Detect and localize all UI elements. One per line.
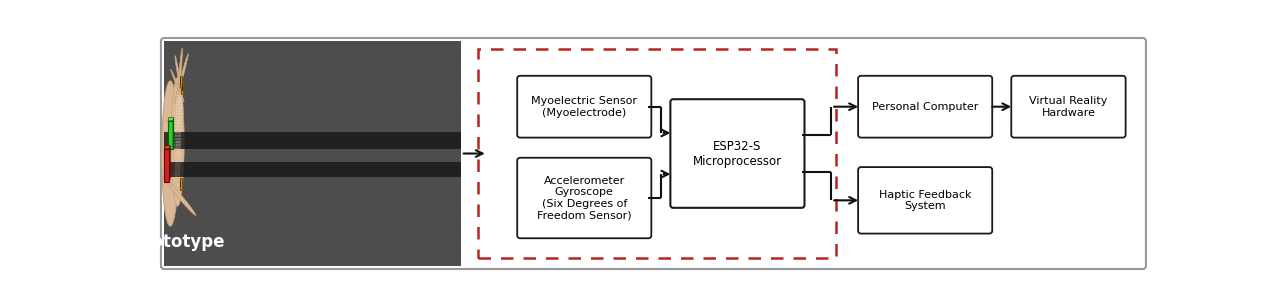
Text: Personal Computer: Personal Computer	[872, 102, 978, 112]
FancyBboxPatch shape	[858, 76, 992, 138]
Ellipse shape	[171, 69, 184, 102]
Text: Prototype: Prototype	[131, 233, 224, 251]
Ellipse shape	[179, 48, 182, 95]
Text: Haptic Feedback
System: Haptic Feedback System	[878, 189, 972, 211]
Bar	[164, 41, 460, 266]
Bar	[478, 49, 836, 258]
Polygon shape	[168, 118, 173, 121]
FancyBboxPatch shape	[671, 99, 805, 208]
Polygon shape	[164, 146, 171, 149]
Bar	[181, 81, 184, 94]
Text: ESP32-S
Microprocessor: ESP32-S Microprocessor	[692, 140, 782, 168]
Bar	[164, 133, 460, 149]
FancyBboxPatch shape	[1011, 76, 1126, 138]
Bar	[168, 121, 173, 149]
Ellipse shape	[162, 81, 179, 226]
FancyBboxPatch shape	[518, 76, 652, 138]
Text: Virtual Reality
Hardware: Virtual Reality Hardware	[1029, 96, 1108, 118]
Bar	[164, 162, 460, 177]
Ellipse shape	[171, 78, 184, 206]
Text: Accelerometer
Gyroscope
(Six Degrees of
Freedom Sensor): Accelerometer Gyroscope (Six Degrees of …	[537, 176, 631, 220]
Bar	[180, 76, 182, 87]
Ellipse shape	[162, 176, 196, 216]
FancyBboxPatch shape	[858, 167, 992, 233]
Ellipse shape	[175, 56, 182, 97]
FancyBboxPatch shape	[161, 38, 1146, 269]
FancyBboxPatch shape	[518, 158, 652, 238]
Text: Myoelectric Sensor
(Myoelectrode): Myoelectric Sensor (Myoelectrode)	[532, 96, 638, 118]
Bar	[180, 178, 182, 190]
Bar	[164, 149, 170, 181]
Ellipse shape	[175, 54, 189, 103]
